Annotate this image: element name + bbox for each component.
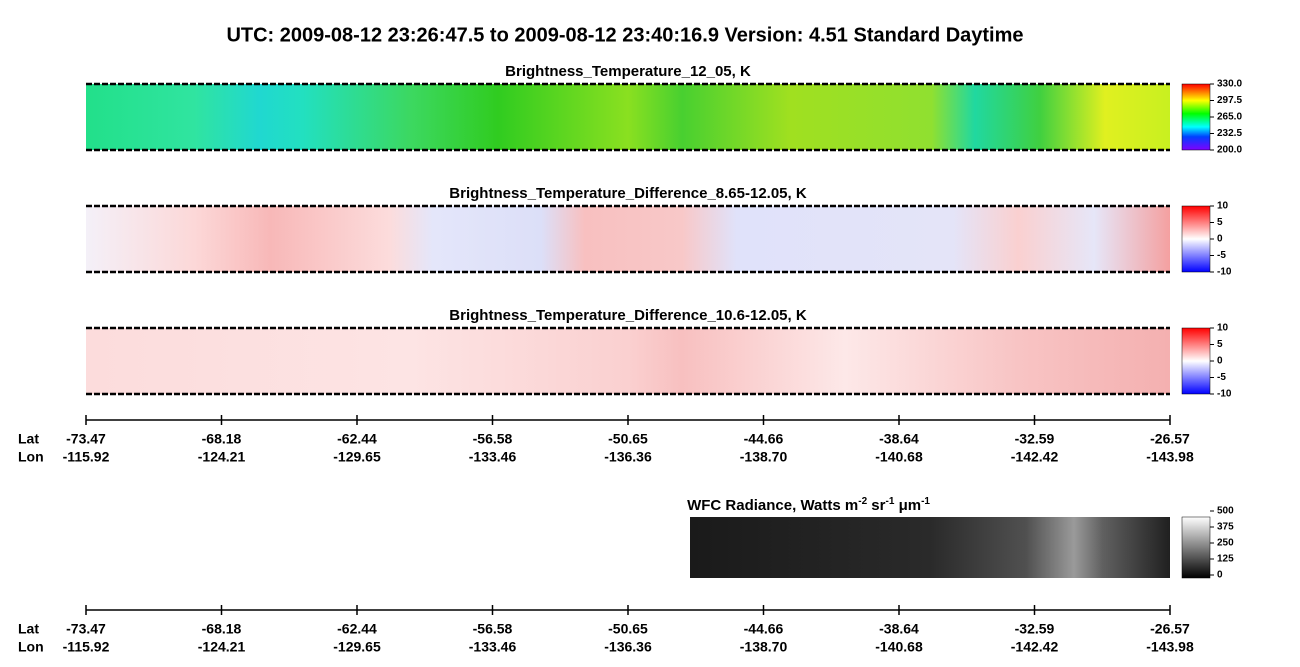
wfc-title: WFC Radiance, Watts m-2 sr-1 μm-1 [687, 496, 930, 514]
colorbar-label: 10 [1217, 323, 1229, 334]
lon-label: -124.21 [198, 449, 246, 465]
colorbar-label: 500 [1217, 506, 1234, 517]
lon-label: -136.36 [604, 639, 652, 655]
colorbar-label: 330.0 [1217, 79, 1242, 90]
lat-label: -56.58 [473, 431, 513, 447]
axis-row-label: Lat [18, 621, 39, 637]
colorbar-label: -10 [1217, 267, 1232, 278]
panel-image [86, 328, 1170, 394]
lon-label: -142.42 [1011, 449, 1059, 465]
panel-title: Brightness_Temperature_12_05, K [505, 63, 751, 80]
lat-label: -44.66 [744, 621, 784, 637]
colorbar-label: 200.0 [1217, 145, 1242, 156]
panel-image [86, 84, 1170, 150]
lat-label: -44.66 [744, 431, 784, 447]
lat-label: -50.65 [608, 621, 648, 637]
colorbar [1181, 327, 1211, 395]
lon-label: -136.36 [604, 449, 652, 465]
axis-row-label: Lon [18, 639, 44, 655]
colorbar-label: 0 [1217, 356, 1223, 367]
panel-image [86, 206, 1170, 272]
colorbar-label: -5 [1217, 372, 1226, 383]
colorbar-label: 125 [1217, 554, 1234, 565]
lat-label: -26.57 [1150, 621, 1190, 637]
colorbar [1181, 83, 1211, 151]
lon-label: -138.70 [740, 639, 788, 655]
lon-label: -140.68 [875, 449, 923, 465]
page-title: UTC: 2009-08-12 23:26:47.5 to 2009-08-12… [226, 24, 1023, 46]
lat-label: -68.18 [202, 431, 242, 447]
lon-label: -133.46 [469, 639, 517, 655]
lat-label: -56.58 [473, 621, 513, 637]
lat-label: -73.47 [66, 621, 106, 637]
lon-label: -133.46 [469, 449, 517, 465]
lat-label: -62.44 [337, 621, 377, 637]
title-part: μm [894, 497, 921, 514]
lon-label: -124.21 [198, 639, 246, 655]
lat-label: -68.18 [202, 621, 242, 637]
title-part: WFC Radiance, Watts m [687, 497, 858, 514]
axis-row-label: Lon [18, 449, 44, 465]
colorbar-label: 375 [1217, 522, 1234, 533]
colorbar-label: 0 [1217, 234, 1223, 245]
title-part: sr [867, 497, 886, 514]
colorbar-label: 232.5 [1217, 128, 1242, 139]
lon-label: -140.68 [875, 639, 923, 655]
colorbar-label: 265.0 [1217, 112, 1242, 123]
lat-label: -38.64 [879, 621, 919, 637]
lat-label: -26.57 [1150, 431, 1190, 447]
colorbar-label: 5 [1217, 339, 1223, 350]
lon-label: -143.98 [1146, 449, 1194, 465]
lat-label: -38.64 [879, 431, 919, 447]
colorbar-label: 0 [1217, 570, 1223, 581]
lat-label: -62.44 [337, 431, 377, 447]
lat-label: -32.59 [1015, 431, 1055, 447]
title-sup: -1 [886, 496, 895, 507]
lon-label: -129.65 [333, 449, 381, 465]
wfc-image [690, 517, 1170, 578]
title-sup: -2 [858, 496, 867, 507]
colorbar [1181, 516, 1211, 579]
colorbar-label: 297.5 [1217, 95, 1242, 106]
lon-label: -143.98 [1146, 639, 1194, 655]
lon-label: -129.65 [333, 639, 381, 655]
lon-label: -115.92 [63, 449, 110, 465]
colorbar-label: -5 [1217, 250, 1226, 261]
panel-title: Brightness_Temperature_Difference_8.65-1… [449, 185, 807, 202]
lon-label: -138.70 [740, 449, 788, 465]
colorbar-label: 10 [1217, 201, 1229, 212]
panel-title: Brightness_Temperature_Difference_10.6-1… [449, 307, 807, 324]
lat-label: -50.65 [608, 431, 648, 447]
lat-label: -32.59 [1015, 621, 1055, 637]
lat-label: -73.47 [66, 431, 106, 447]
colorbar [1181, 205, 1211, 273]
axis-row-label: Lat [18, 431, 39, 447]
title-sup: -1 [921, 496, 930, 507]
colorbar-label: 5 [1217, 217, 1223, 228]
lon-label: -142.42 [1011, 639, 1059, 655]
lon-label: -115.92 [63, 639, 110, 655]
colorbar-label: 250 [1217, 538, 1234, 549]
colorbar-label: -10 [1217, 389, 1232, 400]
